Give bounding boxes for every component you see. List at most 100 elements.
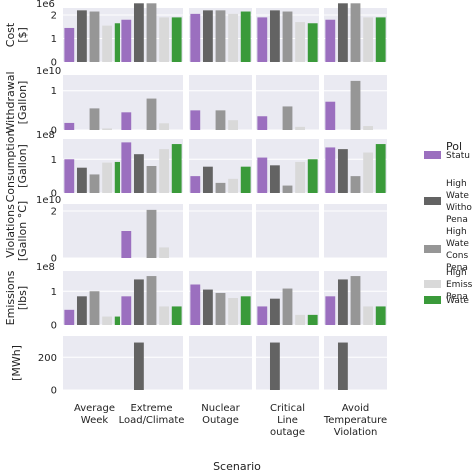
bar-high-water-consumption — [282, 106, 293, 130]
bar-high-water-consumption — [146, 166, 157, 193]
bar-high-water-withdrawal — [76, 167, 87, 193]
x-category-label: Critical Line outage — [270, 403, 305, 438]
y-axis-label: [MWh] — [10, 345, 23, 381]
bar-high-water-withdrawal — [76, 296, 87, 325]
bar-high-water-consumption — [282, 185, 293, 193]
bar-high-water-withdrawal — [269, 10, 280, 63]
bar-high-emissions — [363, 17, 374, 62]
bar-high-water-consumption — [146, 3, 157, 62]
bar-status-quo — [325, 19, 336, 63]
bar-water — [240, 296, 251, 325]
bar-status-quo — [64, 309, 75, 325]
bar-water — [114, 316, 125, 325]
bar-high-water-consumption — [215, 182, 226, 193]
bar-status-quo — [190, 176, 201, 193]
bar-high-water-withdrawal — [337, 279, 348, 325]
bar-high-emissions — [159, 306, 170, 325]
bar-high-water-consumption — [89, 108, 100, 130]
bar-high-water-withdrawal — [337, 3, 348, 62]
y-tick-label: 0 — [51, 321, 57, 332]
legend-swatch — [424, 280, 441, 288]
bar-high-water-withdrawal — [269, 342, 280, 390]
facet-panel — [189, 336, 252, 390]
bar-high-emissions — [363, 152, 374, 193]
bar-high-water-withdrawal — [202, 10, 213, 63]
legend-title: Pol — [446, 140, 462, 153]
facet-panel — [189, 204, 252, 258]
bar-high-emissions — [363, 126, 374, 130]
y-tick-label: 1 — [51, 155, 57, 166]
bar-high-water-consumption — [146, 276, 157, 325]
y-scale-label: 1e8 — [36, 262, 55, 273]
bar-high-emissions — [159, 247, 170, 258]
bar-high-emissions — [295, 126, 306, 130]
y-scale-label: 1e10 — [36, 195, 61, 206]
bar-high-emissions — [159, 149, 170, 193]
legend-entry-label: High Emiss Pena — [446, 268, 473, 302]
legend-swatch — [424, 197, 441, 205]
y-tick-label: 200 — [38, 353, 57, 364]
legend-entry-label: Statu — [446, 151, 470, 161]
y-tick-label: 0 — [51, 254, 57, 265]
bar-high-emissions — [228, 178, 239, 193]
bar-high-water-withdrawal — [133, 154, 144, 193]
y-tick-label: 1 — [51, 287, 57, 298]
bar-high-water-withdrawal — [337, 342, 348, 390]
bar-status-quo — [64, 122, 75, 130]
y-tick-label: 0 — [51, 126, 57, 137]
legend-entry-label: Wate — [446, 296, 469, 306]
bar-status-quo — [257, 306, 268, 325]
bar-status-quo — [325, 101, 336, 130]
bar-high-water-withdrawal — [202, 289, 213, 325]
bar-water — [307, 159, 318, 193]
bar-high-emissions — [102, 25, 113, 62]
y-scale-label: 1e10 — [36, 66, 61, 77]
bar-water — [375, 17, 386, 62]
facet-panel — [324, 336, 387, 390]
bar-status-quo — [190, 110, 201, 130]
legend-entry-label: High Wate Witho Pena — [446, 179, 472, 225]
bar-water — [114, 161, 125, 193]
bar-high-water-consumption — [215, 110, 226, 130]
bar-high-water-withdrawal — [202, 166, 213, 193]
bar-high-emissions — [102, 316, 113, 325]
bar-high-emissions — [295, 22, 306, 62]
bar-high-water-withdrawal — [133, 279, 144, 325]
facet-panel — [256, 204, 319, 258]
bar-water — [171, 144, 182, 193]
y-axis-label: Withdrawal[Gallon] — [4, 71, 29, 133]
bar-water — [307, 23, 318, 62]
bar-high-water-consumption — [350, 276, 361, 325]
bar-water — [375, 306, 386, 325]
bar-water — [307, 314, 318, 325]
bar-high-water-consumption — [215, 292, 226, 325]
bar-high-emissions — [363, 306, 374, 325]
bar-status-quo — [121, 19, 132, 63]
facet-panel — [63, 336, 126, 390]
y-tick-label: 2 — [51, 11, 57, 22]
bar-status-quo — [64, 159, 75, 193]
bar-high-water-withdrawal — [76, 10, 87, 63]
bar-high-water-consumption — [350, 3, 361, 62]
y-tick-label: 0 — [51, 386, 57, 397]
bar-high-water-consumption — [89, 174, 100, 193]
y-tick-label: 0 — [51, 58, 57, 69]
y-tick-label: 0 — [51, 189, 57, 200]
bar-high-emissions — [295, 161, 306, 193]
y-axis-label: Emissions[lbs] — [4, 270, 29, 325]
bar-high-water-withdrawal — [133, 342, 144, 390]
legend-swatch — [424, 151, 441, 159]
y-tick-label: 1 — [51, 34, 57, 45]
bar-status-quo — [257, 157, 268, 193]
legend-swatch — [424, 245, 441, 253]
y-tick-label: 2 — [51, 207, 57, 218]
bar-water — [114, 23, 125, 62]
bar-high-water-consumption — [282, 288, 293, 325]
bar-high-water-withdrawal — [337, 149, 348, 193]
bar-high-water-withdrawal — [269, 298, 280, 325]
bar-status-quo — [257, 17, 268, 62]
facet-panel — [120, 336, 183, 390]
bar-high-water-consumption — [282, 11, 293, 62]
bar-high-emissions — [102, 162, 113, 193]
